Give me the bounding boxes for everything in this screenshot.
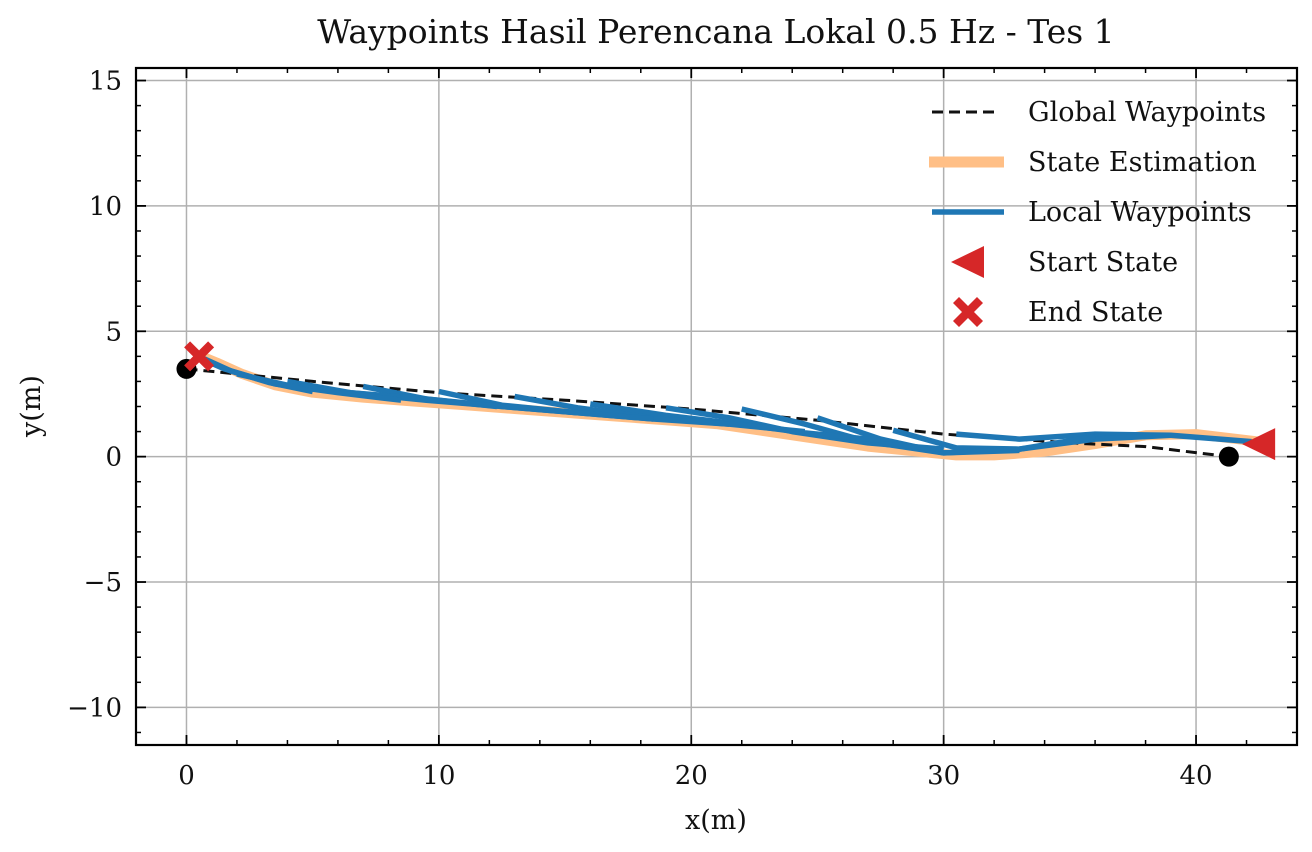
x-tick-label: 20 [675, 761, 708, 791]
legend-label: Local Waypoints [1028, 197, 1252, 228]
x-axis-label: x(m) [685, 805, 747, 836]
legend-item: Start State [951, 246, 1178, 278]
local-waypoints-line [956, 431, 1252, 445]
legend-swatch-end [953, 297, 983, 327]
x-tick-label: 0 [178, 761, 195, 791]
x-tick-label: 40 [1179, 761, 1212, 791]
y-tick-label: 15 [89, 67, 122, 97]
y-tick-label: −10 [67, 693, 122, 723]
chart-title: Waypoints Hasil Perencana Lokal 0.5 Hz -… [317, 12, 1114, 51]
x-tick-label: 10 [422, 761, 455, 791]
legend-label: End State [1028, 297, 1163, 328]
x-tick-label: 30 [927, 761, 960, 791]
grid [136, 68, 1297, 745]
legend-item: End State [953, 297, 1163, 328]
legend-label: Global Waypoints [1028, 97, 1266, 128]
legend-label: State Estimation [1028, 147, 1257, 178]
start-state-marker [1242, 428, 1276, 461]
legend-swatch-start [951, 246, 984, 278]
legend-item: Global Waypoints [932, 97, 1266, 128]
legend: Global Waypoints State Estimation Local Wa… [929, 97, 1266, 328]
plot-area [176, 341, 1276, 467]
local-waypoints-line [200, 355, 314, 395]
end-state-marker [184, 341, 215, 372]
legend-item: Local Waypoints [932, 197, 1252, 228]
legend-label: Start State [1028, 247, 1178, 278]
tick-labels: 0 10 20 30 40 −10 −5 0 5 10 15 [67, 67, 1212, 791]
global-waypoint-point [1218, 446, 1239, 467]
legend-item: State Estimation [929, 147, 1257, 178]
y-axis-label: y(m) [16, 375, 47, 438]
y-tick-label: 5 [105, 317, 122, 347]
y-tick-label: −5 [84, 568, 122, 598]
axes-frame [134, 66, 1299, 747]
y-tick-label: 0 [105, 443, 122, 473]
y-tick-label: 10 [89, 192, 122, 222]
